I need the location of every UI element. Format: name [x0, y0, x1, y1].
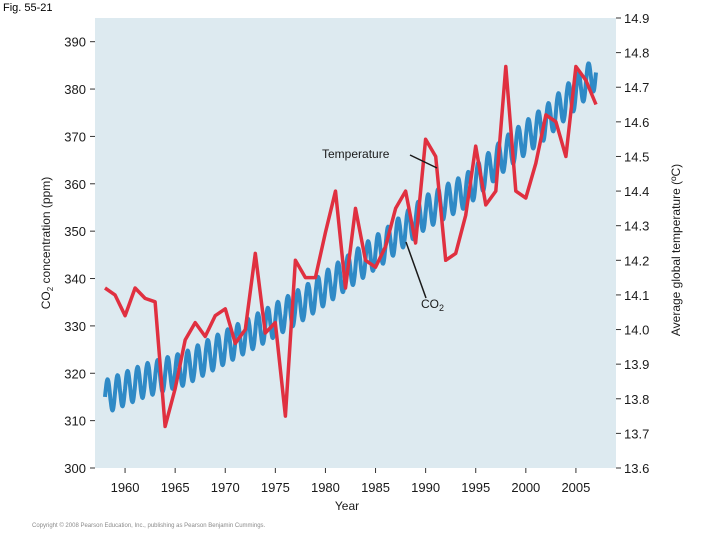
y-left-tick-label: 330	[64, 319, 86, 334]
y-right-tick-label: 14.1	[624, 288, 649, 303]
x-axis-title: Year	[335, 499, 359, 513]
y-left-tick-label: 380	[64, 82, 86, 97]
y-right-tick-label: 14.4	[624, 184, 649, 199]
co2-leader-line	[405, 241, 427, 299]
x-tick-label: 1995	[461, 480, 490, 495]
x-tick-label: 2005	[561, 480, 590, 495]
x-tick-label: 2000	[511, 480, 540, 495]
temperature-series-line	[104, 64, 598, 429]
temperature-annotation: Temperature	[322, 147, 390, 161]
co2-annotation-main: CO	[421, 297, 439, 311]
y-axis-title-right: Average global temperature (ºC)	[669, 164, 683, 336]
x-tick-label: 1965	[161, 480, 190, 495]
y-left-tick-label: 300	[64, 461, 86, 476]
y-axis-title-left: CO2 concentration (ppm)	[39, 177, 55, 310]
y-right-tick-label: 14.3	[624, 219, 649, 234]
y-right-tick-label: 14.8	[624, 46, 649, 61]
x-tick-label: 1985	[361, 480, 390, 495]
x-tick-label: 1975	[261, 480, 290, 495]
y-right-tick-label: 13.8	[624, 392, 649, 407]
co2-annotation: CO2	[421, 297, 444, 313]
y-right-tick-label: 13.9	[624, 357, 649, 372]
plot-area	[95, 18, 616, 468]
y-right-tick-label: 14.0	[624, 323, 649, 338]
y-left-tick-label: 320	[64, 366, 86, 381]
copyright-notice: Copyright © 2008 Pearson Education, Inc.…	[32, 523, 266, 529]
y-left-tick-label: 370	[64, 129, 86, 144]
y-right-tick-label: 14.9	[624, 11, 649, 26]
x-tick-label: 1980	[311, 480, 340, 495]
y-left-tick-label: 390	[64, 35, 86, 50]
temperature-leader-line	[409, 154, 438, 169]
y-axis-title-left-sub: 2	[46, 286, 55, 291]
x-tick-label: 1970	[211, 480, 240, 495]
x-tick-label: 1990	[411, 480, 440, 495]
y-right-tick-label: 14.2	[624, 253, 649, 268]
x-tick-label: 1960	[111, 480, 140, 495]
y-right-tick-label: 14.5	[624, 149, 649, 164]
y-right-tick-label: 14.7	[624, 80, 649, 95]
figure-label: Fig. 55-21	[3, 2, 53, 14]
y-axis-title-left-main: CO	[39, 291, 53, 309]
y-left-tick-label: 360	[64, 177, 86, 192]
y-left-tick-label: 350	[64, 224, 86, 239]
y-right-tick-label: 14.6	[624, 115, 649, 130]
y-left-tick-label: 340	[64, 272, 86, 287]
y-right-tick-label: 13.7	[624, 426, 649, 441]
y-axis-title-left-tail: concentration (ppm)	[39, 177, 53, 287]
y-left-tick-label: 310	[64, 414, 86, 429]
y-right-tick-label: 13.6	[624, 461, 649, 476]
co2-annotation-sub: 2	[439, 303, 444, 313]
